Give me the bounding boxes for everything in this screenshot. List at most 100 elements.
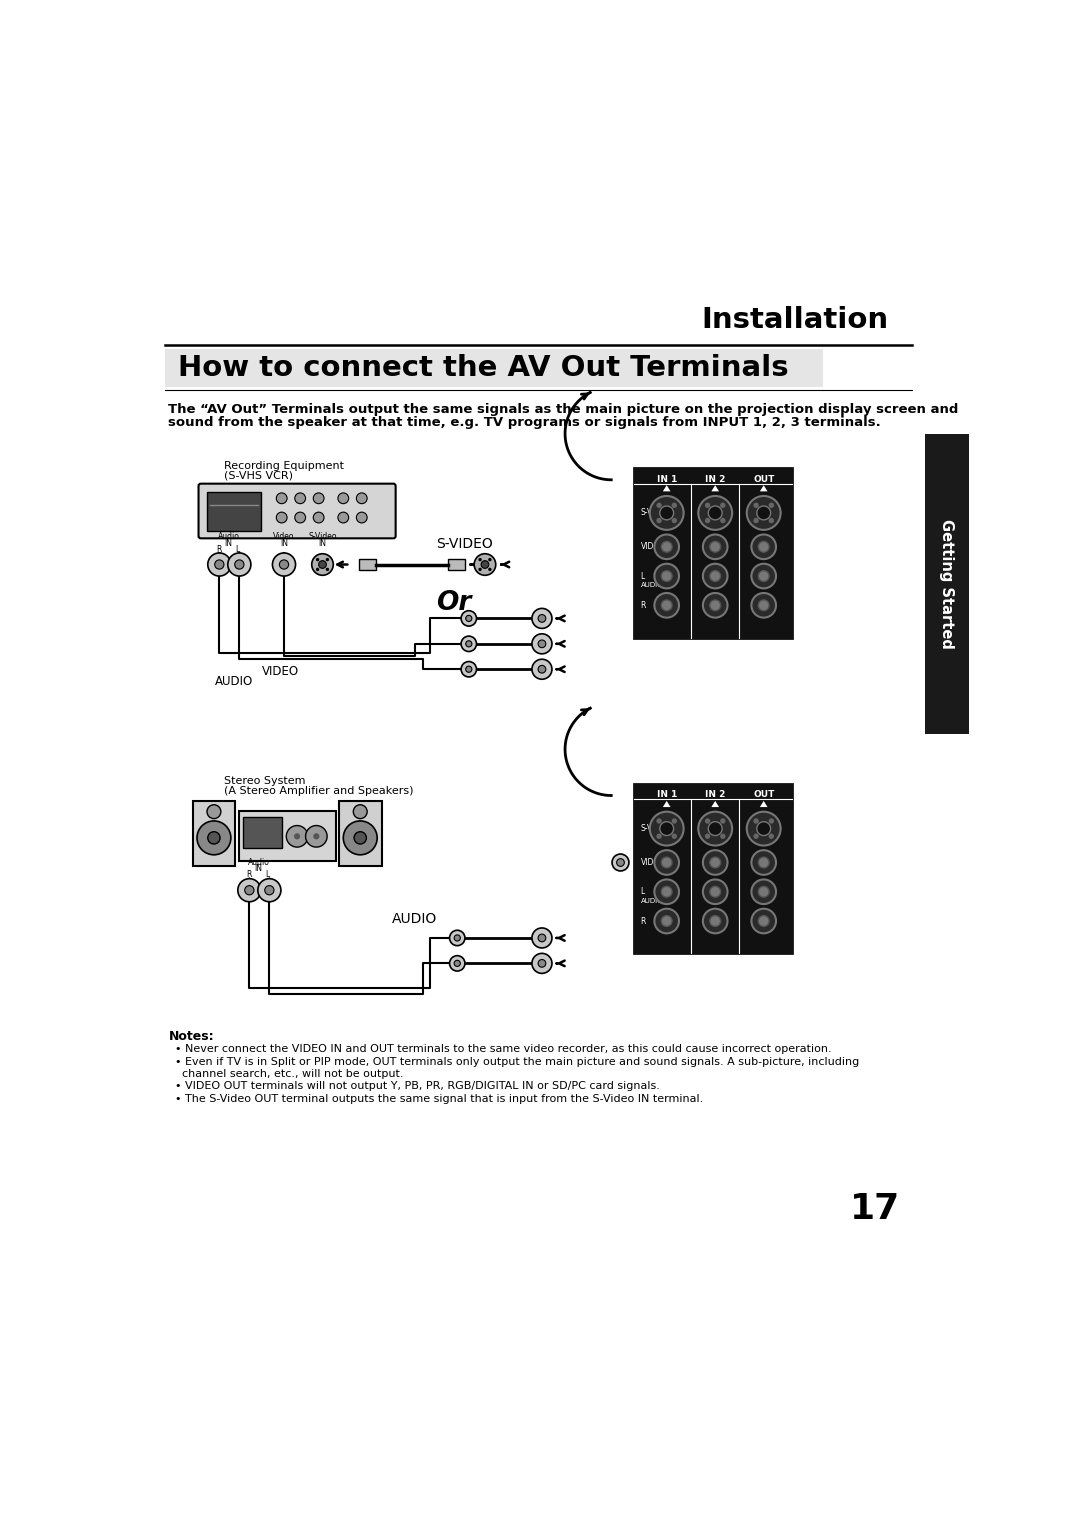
Circle shape [754, 819, 759, 824]
Circle shape [316, 558, 320, 561]
Circle shape [207, 831, 220, 843]
Circle shape [478, 558, 482, 561]
Text: AUDIO: AUDIO [215, 675, 253, 688]
Text: L: L [640, 888, 645, 897]
Circle shape [752, 880, 777, 905]
Bar [634, 784, 793, 953]
Circle shape [481, 561, 489, 568]
Circle shape [769, 819, 774, 824]
Circle shape [672, 518, 677, 523]
Circle shape [538, 614, 545, 622]
Text: Notes:: Notes: [168, 1030, 214, 1044]
Circle shape [326, 558, 329, 561]
Circle shape [265, 886, 274, 895]
Text: • The S-Video OUT terminal outputs the same signal that is input from the S-Vide: • The S-Video OUT terminal outputs the s… [175, 1094, 703, 1103]
Circle shape [657, 834, 662, 839]
Text: (A Stereo Amplifier and Speakers): (A Stereo Amplifier and Speakers) [224, 787, 414, 796]
Circle shape [720, 518, 726, 523]
Circle shape [754, 503, 759, 507]
Text: IN: IN [319, 538, 326, 547]
Text: Installation: Installation [701, 306, 889, 333]
Text: IN 2: IN 2 [705, 475, 726, 483]
Circle shape [661, 915, 672, 926]
Circle shape [461, 611, 476, 626]
Circle shape [754, 834, 759, 839]
Text: OUT: OUT [753, 790, 774, 799]
Text: (S-VHS VCR): (S-VHS VCR) [224, 471, 293, 481]
Text: 17: 17 [850, 1192, 900, 1225]
Circle shape [703, 535, 728, 559]
Circle shape [461, 662, 476, 677]
Circle shape [752, 909, 777, 934]
Circle shape [661, 541, 672, 552]
Text: Recording Equipment: Recording Equipment [224, 460, 343, 471]
Circle shape [295, 512, 306, 523]
Circle shape [654, 593, 679, 617]
Circle shape [746, 811, 781, 845]
Circle shape [699, 811, 732, 845]
Circle shape [343, 821, 377, 854]
Circle shape [710, 886, 720, 897]
Circle shape [319, 561, 326, 568]
Circle shape [672, 503, 677, 507]
Circle shape [276, 512, 287, 523]
Circle shape [720, 503, 726, 507]
Circle shape [758, 570, 769, 582]
Circle shape [705, 503, 711, 507]
Circle shape [710, 541, 720, 552]
Circle shape [752, 564, 777, 588]
Circle shape [657, 518, 662, 523]
Text: IN 1: IN 1 [657, 790, 677, 799]
Circle shape [710, 915, 720, 926]
Circle shape [532, 659, 552, 680]
Text: OUT: OUT [753, 475, 774, 483]
Bar [164, 348, 823, 388]
Circle shape [312, 553, 334, 575]
Circle shape [708, 822, 723, 836]
Text: R: R [640, 601, 646, 610]
Bar [243, 817, 282, 848]
Circle shape [532, 608, 552, 628]
Text: IN: IN [255, 865, 262, 874]
Text: The “AV Out” Terminals output the same signals as the main picture on the projec: The “AV Out” Terminals output the same s… [168, 403, 959, 416]
Circle shape [661, 857, 672, 868]
Text: • Never connect the VIDEO IN and OUT terminals to the same video recorder, as th: • Never connect the VIDEO IN and OUT ter… [175, 1044, 832, 1054]
Circle shape [488, 558, 491, 561]
Circle shape [705, 518, 711, 523]
Circle shape [654, 909, 679, 934]
Text: • VIDEO OUT terminals will not output Y, PB, PR, RGB/DIGITAL IN or SD/PC card si: • VIDEO OUT terminals will not output Y,… [175, 1082, 660, 1091]
Circle shape [532, 927, 552, 947]
Circle shape [207, 805, 221, 819]
Text: Stereo System: Stereo System [224, 776, 306, 787]
Text: Getting Started: Getting Started [940, 520, 955, 649]
Circle shape [654, 880, 679, 905]
Circle shape [449, 931, 465, 946]
Text: R: R [640, 917, 646, 926]
Circle shape [769, 518, 774, 523]
Circle shape [703, 909, 728, 934]
Polygon shape [760, 486, 768, 492]
Text: S-VIDEO: S-VIDEO [640, 509, 672, 518]
Text: S-Video: S-Video [308, 532, 337, 541]
Circle shape [752, 535, 777, 559]
Circle shape [660, 822, 674, 836]
Circle shape [661, 886, 672, 897]
Circle shape [758, 601, 769, 611]
Circle shape [650, 811, 684, 845]
Circle shape [455, 935, 460, 941]
Circle shape [478, 568, 482, 571]
Text: AUDIO: AUDIO [392, 912, 437, 926]
Circle shape [703, 564, 728, 588]
Circle shape [316, 568, 320, 571]
Circle shape [465, 640, 472, 646]
Circle shape [708, 506, 723, 520]
Circle shape [326, 568, 329, 571]
Circle shape [752, 850, 777, 876]
Polygon shape [712, 801, 719, 807]
Circle shape [272, 553, 296, 576]
Circle shape [710, 601, 720, 611]
Circle shape [465, 666, 472, 672]
Circle shape [306, 825, 327, 847]
Circle shape [295, 494, 306, 504]
Circle shape [699, 497, 732, 530]
